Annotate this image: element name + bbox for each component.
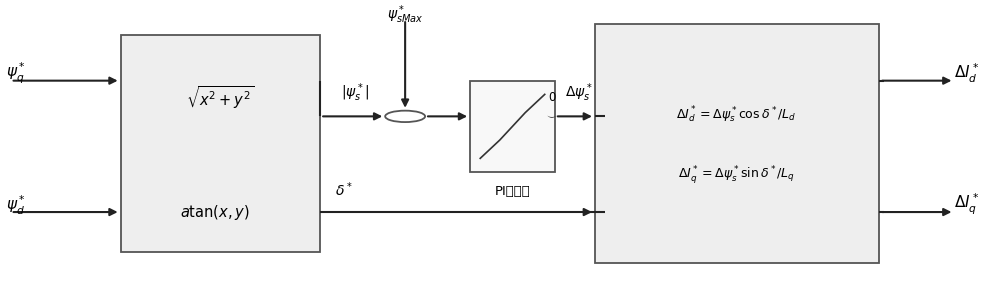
Bar (595, 24, 879, 263)
Bar (121, 35, 320, 252)
Circle shape (385, 111, 425, 122)
Text: $\Delta I_d^*$: $\Delta I_d^*$ (954, 62, 980, 85)
Text: $|\psi_s^*|$: $|\psi_s^*|$ (341, 81, 369, 104)
Text: $\psi_{sMax}^*$: $\psi_{sMax}^*$ (387, 3, 423, 26)
Text: $\psi_q^*$: $\psi_q^*$ (6, 61, 26, 86)
Text: $a\tan(x,y)$: $a\tan(x,y)$ (180, 203, 250, 222)
Text: $\Delta I_d^*=\Delta\psi_s^*\cos\delta^*/L_d$: $\Delta I_d^*=\Delta\psi_s^*\cos\delta^*… (676, 105, 797, 125)
Text: $\smile$: $\smile$ (545, 110, 559, 120)
Text: $\Delta I_q^*=\Delta\psi_s^*\sin\delta^*/L_q$: $\Delta I_q^*=\Delta\psi_s^*\sin\delta^*… (678, 164, 795, 186)
Text: $\Delta\psi_s^*$: $\Delta\psi_s^*$ (565, 82, 593, 104)
Text: $\sqrt{x^2+y^2}$: $\sqrt{x^2+y^2}$ (186, 85, 254, 111)
Text: $\psi_d^*$: $\psi_d^*$ (6, 193, 26, 216)
Bar (470, 81, 555, 172)
Text: $0$: $0$ (548, 91, 556, 104)
Text: $\delta^*$: $\delta^*$ (335, 181, 353, 199)
Text: $\Delta I_q^*$: $\Delta I_q^*$ (954, 192, 980, 218)
Text: PI控制器: PI控制器 (495, 185, 530, 198)
